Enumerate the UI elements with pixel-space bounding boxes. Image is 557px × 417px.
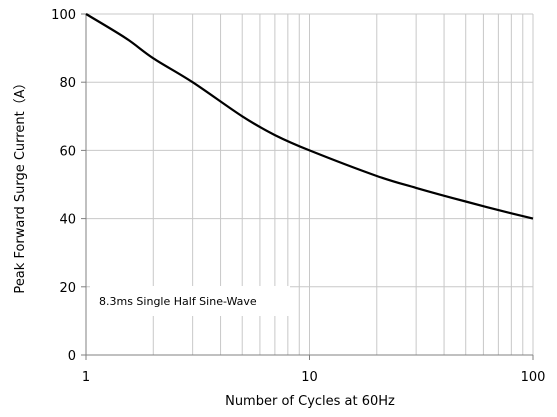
surge-current-line	[85, 13, 534, 220]
y-tick-label: 100	[51, 8, 76, 23]
y-tick-label: 0	[68, 349, 76, 364]
grid-lines	[86, 13, 534, 355]
x-axis-label: Number of Cycles at 60Hz	[225, 394, 395, 409]
x-tick-label: 1	[82, 370, 90, 385]
annotation-text: 8.3ms Single Half Sine-Wave	[99, 295, 257, 308]
axes	[81, 13, 534, 360]
x-tick-label: 100	[521, 370, 546, 385]
annotation-box: 8.3ms Single Half Sine-Wave	[90, 286, 290, 316]
annotation-background	[90, 286, 290, 316]
x-tick-label: 10	[301, 370, 318, 385]
y-tick-label: 20	[59, 281, 76, 296]
y-axis-label: Peak Forward Surge Current（A）	[13, 76, 28, 293]
y-tick-label: 80	[59, 76, 76, 91]
tick-labels: 0 20 40 60 80 100 1 10 100	[51, 8, 545, 385]
y-tick-label: 60	[59, 144, 76, 159]
series-group	[85, 13, 534, 220]
y-tick-label: 40	[59, 213, 76, 228]
